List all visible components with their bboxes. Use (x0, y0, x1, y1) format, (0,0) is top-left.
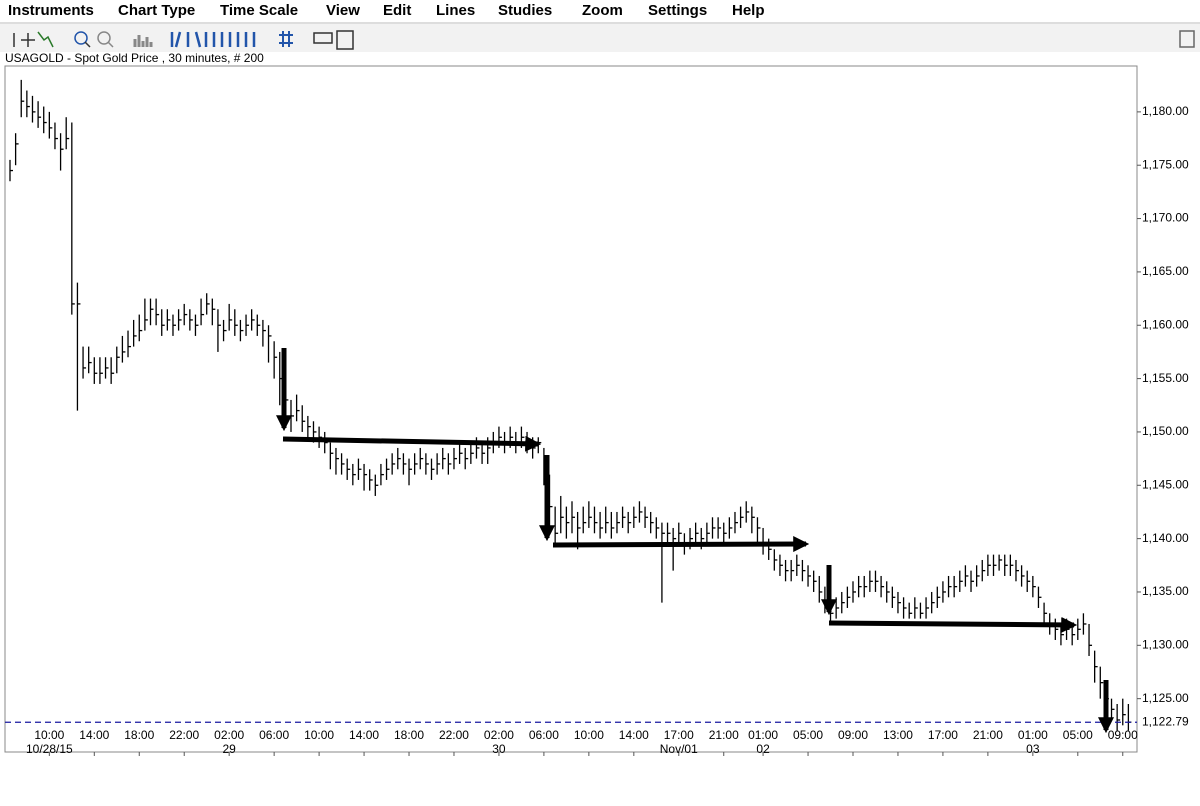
x-tick-label: 14:00 (349, 728, 379, 742)
menu-item[interactable]: Chart Type (118, 2, 195, 19)
chart-type-tools[interactable] (170, 31, 256, 48)
y-tick-label: 1,145.00 (1142, 477, 1189, 491)
x-tick-label: 13:00 (883, 728, 913, 742)
x-date-label: 02 (756, 742, 770, 756)
x-tick-label: 02:00 (484, 728, 514, 742)
menu: Instruments Chart Type Time Scale View Edit L… (8, 2, 765, 19)
y-tick-label: 1,180.00 (1142, 104, 1189, 118)
zoom-in-handle (84, 41, 91, 48)
zoom-out[interactable] (97, 31, 111, 45)
y-tick-label: 1,140.00 (1142, 531, 1189, 545)
x-tick-label: 10:00 (574, 728, 604, 742)
x-tick-label: 21:00 (709, 728, 739, 742)
arrow-right (552, 536, 810, 553)
x-tick-label: 09:00 (838, 728, 868, 742)
x-tick-label: 01:00 (748, 728, 778, 742)
menu-item[interactable]: Help (732, 2, 765, 19)
plot-area (4, 65, 1138, 753)
y-tick-label: 1,165.00 (1142, 264, 1189, 278)
y-tick-label: 1,125.00 (1142, 691, 1189, 705)
x-tick-label: 06:00 (259, 728, 289, 742)
zoom-out-handle (107, 41, 114, 48)
x-tick-label: 18:00 (394, 728, 424, 742)
last-price-label: 1,122.79 (1142, 714, 1189, 728)
y-tick-label: 1,170.00 (1142, 211, 1189, 225)
x-date-label: 03 (1026, 742, 1040, 756)
menu-item[interactable]: Zoom (582, 2, 623, 19)
y-tick-label: 1,160.00 (1142, 317, 1189, 331)
x-tick-label: 01:00 (1018, 728, 1048, 742)
x-tick-label: 06:00 (529, 728, 559, 742)
x-tick-label: 14:00 (79, 728, 109, 742)
x-tick-label: 17:00 (664, 728, 694, 742)
menu-item[interactable]: Edit (383, 2, 411, 19)
menu-item[interactable]: View (326, 2, 360, 19)
x-tick-label: 22:00 (439, 728, 469, 742)
x-date-label: Nov/01 (660, 742, 698, 756)
x-tick-label: 22:00 (169, 728, 199, 742)
y-tick-label: 1,130.00 (1142, 637, 1189, 651)
zoom-in[interactable] (74, 31, 88, 45)
print-tool[interactable] (313, 32, 333, 44)
x-date-label: 30 (492, 742, 506, 756)
menu-item[interactable]: Instruments (8, 2, 94, 19)
x-tick-label: 18:00 (124, 728, 154, 742)
chart-title: USAGOLD - Spot Gold Price , 30 minutes, … (5, 51, 264, 65)
y-tick-label: 1,175.00 (1142, 157, 1189, 171)
volume-tool[interactable] (133, 35, 153, 47)
menu-item[interactable]: Time Scale (220, 2, 298, 19)
x-tick-label: 05:00 (793, 728, 823, 742)
menu-item[interactable]: Lines (436, 2, 475, 19)
y-tick-label: 1,135.00 (1142, 584, 1189, 598)
x-tick-label: 10:00 (304, 728, 334, 742)
plot: 1,125.00 1,130.00 1,135.00 1,140.00 1,145.00… (5, 79, 1189, 756)
x-tick-label: 09:00 (1108, 728, 1138, 742)
menu-item[interactable]: Studies (498, 2, 552, 19)
x-date-label: 29 (223, 742, 237, 756)
x-tick-label: 14:00 (619, 728, 649, 742)
toolbar-icons (13, 30, 1195, 50)
y-tick-label: 1,155.00 (1142, 371, 1189, 385)
trend-tool[interactable] (37, 31, 54, 48)
x-tick-label: 21:00 (973, 728, 1003, 742)
y-tick-label: 1,150.00 (1142, 424, 1189, 438)
crosshair-tool[interactable] (13, 33, 35, 47)
dock-button[interactable] (1179, 30, 1195, 48)
x-tick-label: 02:00 (214, 728, 244, 742)
x-tick-label: 10:00 (34, 728, 64, 742)
annotation-arrows (275, 348, 1115, 734)
arrow-right (828, 616, 1078, 633)
toolbar (0, 24, 1200, 52)
arrow-right (282, 435, 542, 452)
x-tick-label: 05:00 (1063, 728, 1093, 742)
x-tick-label: 17:00 (928, 728, 958, 742)
preview-tool[interactable] (336, 30, 354, 50)
grid-tool[interactable] (279, 31, 293, 47)
menu-bar (0, 0, 1200, 22)
x-date-label: 10/28/15 (26, 742, 73, 756)
menu-item[interactable]: Settings (648, 2, 707, 19)
